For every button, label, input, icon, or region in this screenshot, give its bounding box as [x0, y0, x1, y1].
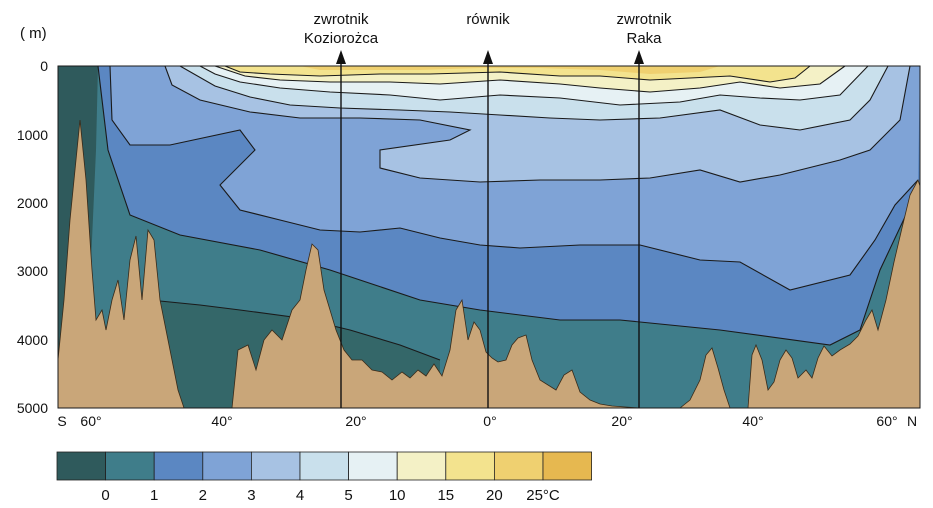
y-tick: 3000 — [17, 263, 48, 279]
y-tick: 0 — [40, 58, 48, 74]
isotherm-line — [199, 65, 869, 106]
tropic-cancer-label-2: Raka — [626, 30, 662, 47]
tropic-capricorn-label-1: zwrotnik — [313, 11, 369, 28]
legend-swatch — [105, 451, 155, 481]
legend-swatch — [348, 451, 398, 481]
x-axis-ticks: S 60° 40° 20° 0° 20° 40° 60° N — [57, 413, 917, 429]
legend-swatch — [445, 451, 495, 481]
x-tick: 40° — [211, 413, 232, 429]
y-axis-unit: ( m) — [20, 25, 47, 42]
x-tick: 60° — [80, 413, 101, 429]
x-tick: 60° — [876, 413, 897, 429]
arrow-icon — [483, 50, 493, 64]
legend-swatch — [250, 451, 301, 481]
temperature-legend: 0 1 2 3 4 5 10 15 20 25°C — [56, 451, 592, 504]
x-tick: 20° — [345, 413, 366, 429]
legend-swatch — [493, 451, 544, 481]
x-tick: 20° — [611, 413, 632, 429]
reference-arrows — [336, 50, 644, 64]
reference-lines — [340, 58, 640, 408]
isotherm-line — [214, 65, 846, 93]
legend-swatch — [299, 451, 349, 481]
y-tick: 1000 — [17, 127, 48, 143]
legend-swatch — [396, 451, 447, 481]
isotherm-line — [224, 65, 811, 83]
tropic-capricorn-label-2: Koziorożca — [304, 30, 379, 47]
arrow-icon — [336, 50, 346, 64]
legend-label: 25°C — [526, 487, 560, 504]
legend-swatch — [202, 451, 252, 481]
isotherm-line — [97, 65, 921, 346]
legend-swatch — [56, 451, 106, 481]
x-tick-n: N — [907, 413, 917, 429]
y-axis-ticks: 0 1000 2000 3000 4000 5000 — [17, 58, 48, 416]
equator-label: równik — [466, 11, 510, 28]
legend-label: 10 — [389, 487, 406, 504]
legend-label: 2 — [199, 487, 207, 504]
isotherm-line — [179, 65, 889, 131]
legend-label: 4 — [296, 487, 304, 504]
legend-label: 0 — [101, 487, 109, 504]
legend-label: 20 — [486, 487, 503, 504]
isotherm-line — [164, 65, 911, 183]
band-above-25c — [300, 66, 720, 74]
legend-label: 15 — [437, 487, 454, 504]
y-tick: 2000 — [17, 195, 48, 211]
legend-label: 1 — [150, 487, 158, 504]
x-tick: 0° — [483, 413, 496, 429]
legend-swatch — [153, 451, 204, 481]
x-tick: 40° — [742, 413, 763, 429]
y-tick: 5000 — [17, 400, 48, 416]
plot-frame — [57, 65, 921, 409]
seabed — [57, 119, 921, 409]
legend-label: 5 — [344, 487, 352, 504]
isotherm-line — [109, 65, 919, 291]
arrow-icon — [634, 50, 644, 64]
legend-label: 3 — [247, 487, 255, 504]
legend-swatch — [542, 451, 592, 481]
y-tick: 4000 — [17, 332, 48, 348]
x-tick-s: S — [57, 413, 66, 429]
tropic-cancer-label-1: zwrotnik — [616, 11, 672, 28]
